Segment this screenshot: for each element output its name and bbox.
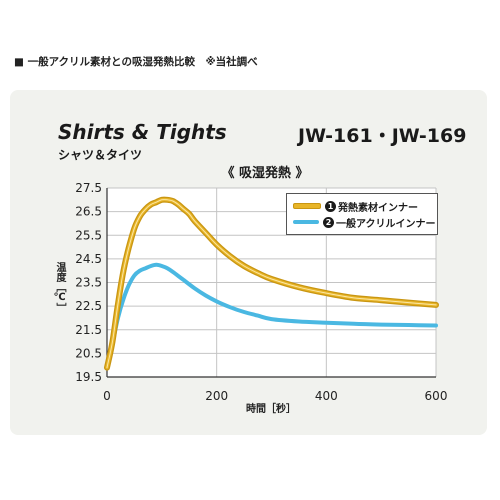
legend-label-1: 発熱素材インナー <box>338 202 418 214</box>
legend-label-2: 一般アクリルインナー <box>336 218 436 230</box>
series-line-2 <box>105 262 438 370</box>
legend-swatch-2 <box>293 220 319 224</box>
y-tick-label: 20.5 <box>75 346 102 360</box>
legend-item-2: 2 一般アクリルインナー <box>293 215 436 230</box>
y-tick-label: 21.5 <box>75 323 102 337</box>
tick-labels: 27.5 26.5 25.5 24.5 23.5 22.5 21.5 20.5 19.50 200… <box>75 181 447 403</box>
x-tick-label: 200 <box>205 389 228 403</box>
chart-title: 《 吸湿発熱 》 <box>221 166 309 181</box>
y-tick-label: 23.5 <box>75 276 102 290</box>
legend-item-1: 1 発熱素材インナー <box>293 199 418 214</box>
y-tick-label: 22.5 <box>75 299 102 313</box>
x-tick-label: 0 <box>103 389 111 403</box>
product-title: Shirts & Tights <box>58 120 227 144</box>
model-number: JW-161・JW-169 <box>298 125 467 147</box>
legend-swatch-1 <box>293 203 321 209</box>
axes <box>106 188 436 378</box>
y-tick-label: 25.5 <box>75 228 102 242</box>
comparison-heading: ■ 一般アクリル素材との吸湿発熱比較 ※当社調べ <box>14 56 258 68</box>
y-tick-label: 27.5 <box>75 181 102 195</box>
legend-number-2: 2 <box>323 216 334 228</box>
chart-legend: 1 発熱素材インナー 2 一般アクリルインナー <box>286 193 438 235</box>
legend-number-1: 1 <box>325 200 336 212</box>
y-axis-label: 温度［℃］ <box>54 262 65 313</box>
y-tick-label: 24.5 <box>75 252 102 266</box>
series-line-1-highlight <box>106 199 437 369</box>
product-subtitle: シャツ＆タイツ <box>58 148 143 162</box>
y-tick-label: 26.5 <box>75 205 102 219</box>
x-tick-label: 400 <box>315 389 338 403</box>
x-tick-label: 600 <box>425 389 448 403</box>
y-tick-label: 19.5 <box>75 370 102 384</box>
series-lines <box>104 196 439 371</box>
x-axis-label: 時間［秒］ <box>246 404 296 415</box>
